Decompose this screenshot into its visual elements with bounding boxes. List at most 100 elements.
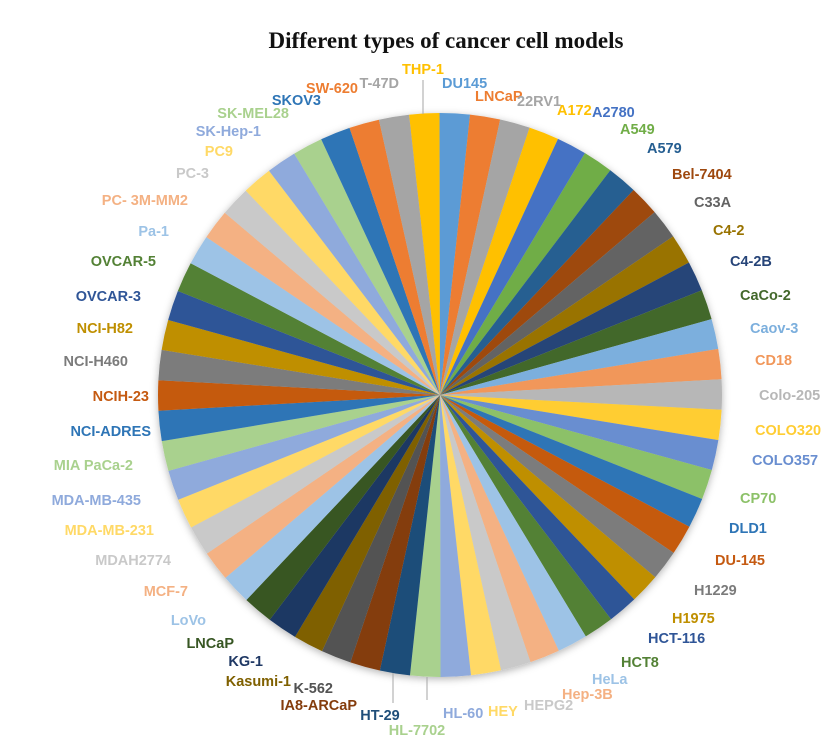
pie-slice [409,395,441,678]
slice-label: HT-29 [360,708,400,724]
slice-label: A2780 [592,105,635,121]
slice-label: Pa-1 [138,224,169,240]
pie-slice [225,395,440,601]
pie-slice [440,319,719,395]
pie-slice [409,113,440,395]
slice-label: THP-1 [402,62,444,78]
pie-slice [440,395,612,637]
slice-label: PC-3 [176,166,209,182]
slice-label: Colo-205 [759,388,820,404]
slice-label: HCT-116 [648,631,705,647]
pie-slice [440,395,635,620]
pie-slice [440,395,531,671]
pie-slice [245,170,440,395]
pie-slice [440,395,502,676]
slice-label: K-562 [294,681,334,697]
slice-label: H1975 [672,611,715,627]
pie-slice [440,236,689,395]
slice-label: CD18 [755,353,792,369]
slice-label: C4-2B [730,254,772,270]
slice-label: H1229 [694,583,737,599]
slice-label: SK-Hep-1 [196,124,261,140]
pie-slice [440,395,656,600]
slice-label: MCF-7 [144,584,188,600]
slice-label: HeLa [592,672,628,688]
pie-slice [440,379,722,410]
pie-slice [158,380,440,411]
pie-leader-lines [392,80,428,703]
pie-slice [440,395,471,677]
slice-label: C33A [694,195,732,211]
pie-slice [168,291,440,395]
slice-label: SK-MEL28 [217,106,289,122]
slice-label: LNCaP [186,636,234,652]
pie-slice [440,395,690,553]
pie-slice [440,127,558,396]
pie-slice [440,153,611,395]
pie-slice [350,395,440,671]
slice-label: PC9 [205,144,233,160]
slice-label: OVCAR-3 [76,289,141,305]
pie-slice [178,395,440,528]
slice-label: HL-7702 [389,723,445,739]
slice-label: HCT8 [621,655,659,671]
slice-label: MDA-MB-435 [52,493,141,509]
pie-slice [161,320,440,395]
pie-slice [246,395,440,620]
pie-slice [224,190,440,395]
pie-slices [158,112,722,678]
slice-label: COLO320 [755,423,821,439]
slice-label: NCI-H82 [77,321,133,337]
slice-label: MDAH2774 [95,553,171,569]
pie-slice [321,127,440,395]
slice-label: COLO357 [752,453,818,469]
slice-label: LNCaP [475,89,523,105]
slice-label: HL-60 [443,706,483,722]
slice-label: A549 [620,122,655,138]
pie-slice [269,395,440,637]
slice-label: SKOV3 [272,93,321,109]
slice-label: HEY [488,704,518,720]
pie-slice [440,262,702,395]
pie-slice [440,170,634,395]
slice-label: IA8-ARCaP [280,698,357,714]
pie-slice [439,112,471,396]
slice-label: Hep-3B [562,687,613,703]
slice-label: MIA PaCa-2 [54,458,133,474]
slice-label: CP70 [740,491,776,507]
pie-slice [440,395,722,441]
pie-slice [295,395,440,652]
pie-slice [440,138,585,395]
slice-label: LoVo [171,613,206,629]
pie-slice [440,189,655,395]
slice-label: PC- 3M-MM2 [102,193,188,209]
pie-slice [158,349,440,395]
pie-slice [440,395,559,663]
pie-slice [440,395,674,578]
pie-slice [440,395,703,527]
slice-label: Kasumi-1 [226,674,291,690]
pie-slice [206,212,440,395]
pie-slice [440,114,501,395]
slice-label: HEPG2 [524,698,573,714]
slice-label: OVCAR-5 [91,254,156,270]
pie-slice [294,139,440,395]
chart-title: Different types of cancer cell models [268,28,624,53]
pie-slice [440,395,712,499]
pie-slice [440,290,712,395]
slice-label: A579 [647,141,682,157]
slice-label: SW-620 [306,81,358,97]
pie-slice [440,119,530,396]
slice-label: Caov-3 [750,321,798,337]
slice-label: NCI-H460 [64,354,128,370]
slice-label: MDA-MB-231 [65,523,154,539]
pie-slice [158,395,440,442]
pie-slice [206,395,440,578]
pie-slice [379,395,440,676]
pie-slice [440,348,722,395]
pie-slice [190,237,440,395]
pie-slice [440,212,674,395]
pie-slice [440,395,586,651]
pie-slice [440,395,719,470]
